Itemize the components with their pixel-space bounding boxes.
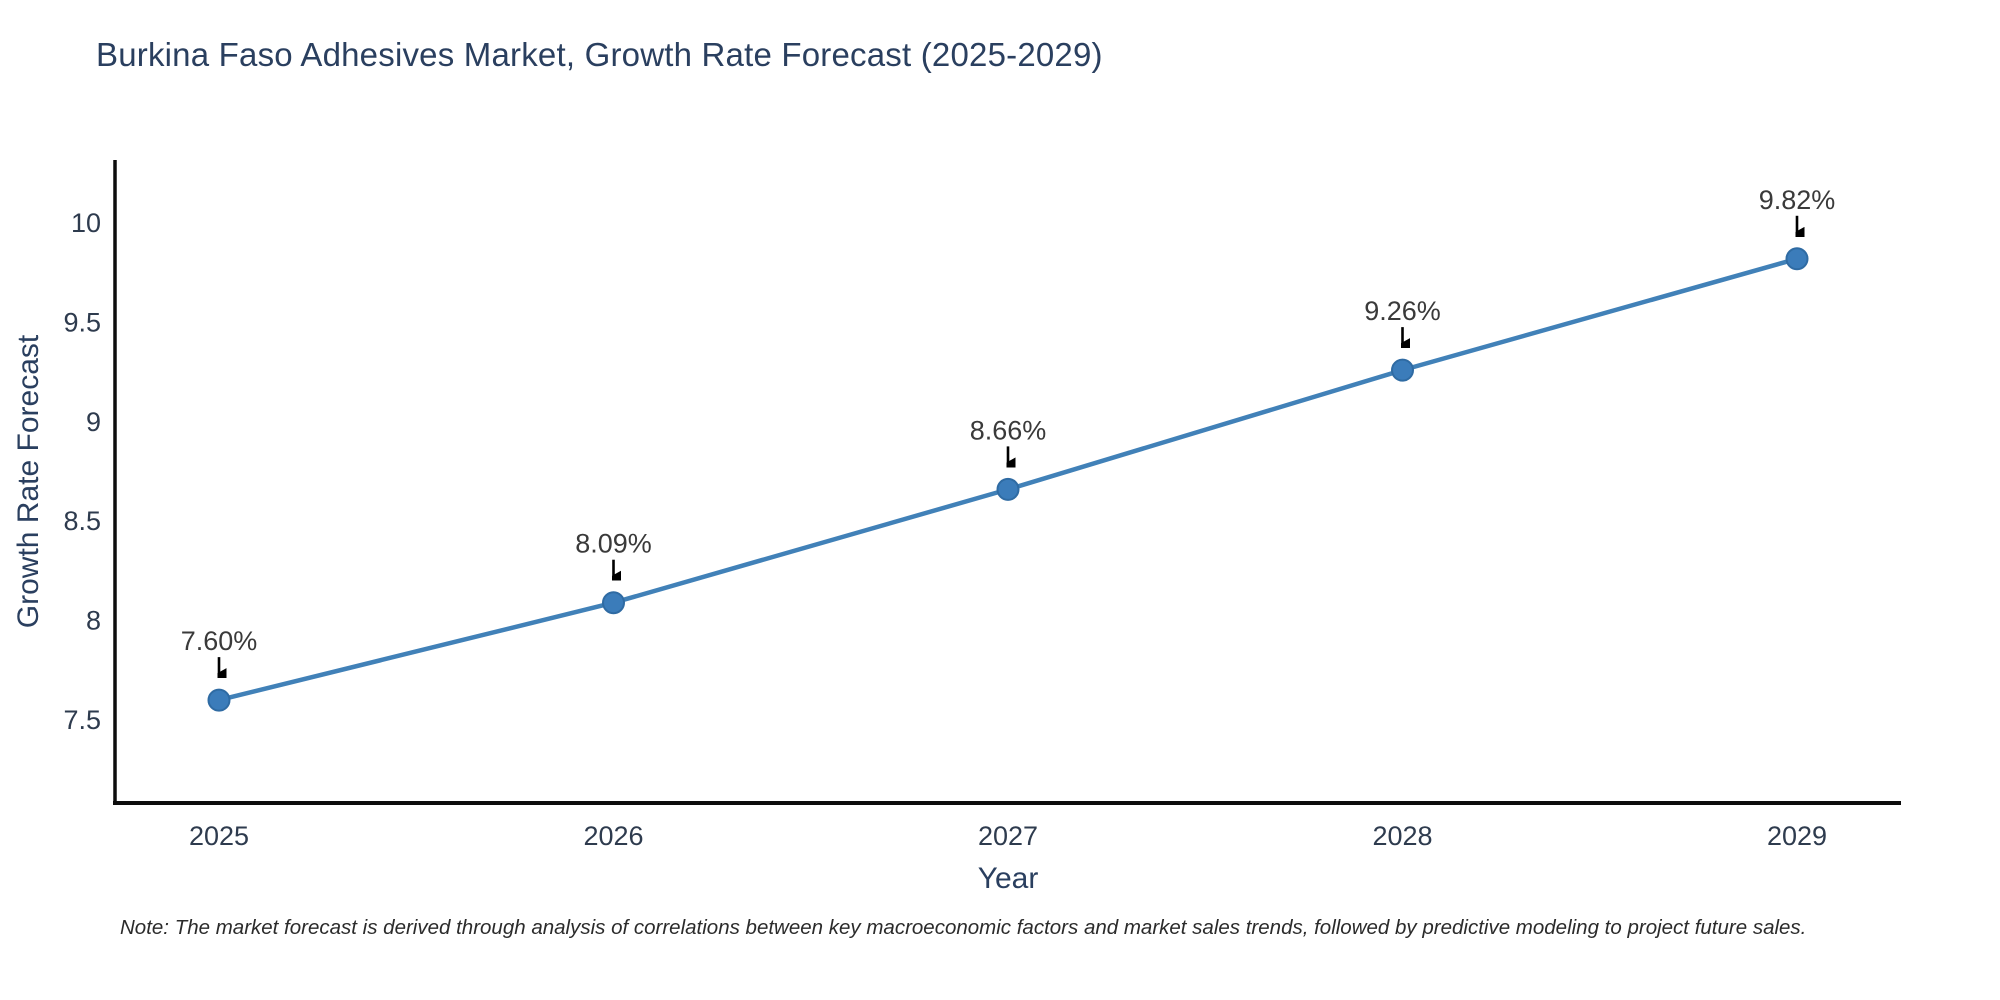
x-tick-label: 2026 bbox=[583, 821, 643, 851]
x-axis-title: Year bbox=[978, 862, 1039, 895]
y-tick-label: 8.5 bbox=[63, 506, 101, 536]
data-point-label: 9.82% bbox=[1759, 185, 1836, 215]
y-axis-title: Growth Rate Forecast bbox=[12, 334, 45, 628]
data-point-marker bbox=[996, 477, 1020, 501]
data-point-marker bbox=[1391, 358, 1414, 382]
x-tick-label: 2027 bbox=[978, 821, 1038, 851]
data-point-label: 8.66% bbox=[970, 415, 1047, 445]
chart-footnote: Note: The market forecast is derived thr… bbox=[120, 916, 1807, 939]
data-point-label: 7.60% bbox=[181, 626, 258, 656]
data-point-marker bbox=[207, 688, 231, 712]
data-point-marker bbox=[602, 591, 625, 615]
data-point-marker bbox=[1785, 247, 1809, 271]
data-point-label: 8.09% bbox=[575, 529, 652, 559]
y-tick-label: 10 bbox=[71, 208, 101, 238]
y-tick-label: 7.5 bbox=[63, 705, 101, 735]
x-tick-label: 2028 bbox=[1372, 821, 1432, 851]
x-tick-label: 2029 bbox=[1767, 821, 1827, 851]
y-tick-label: 9.5 bbox=[63, 307, 101, 337]
chart-title: Burkina Faso Adhesives Market, Growth Ra… bbox=[96, 36, 1103, 73]
x-tick-label: 2025 bbox=[189, 821, 249, 851]
y-tick-label: 8 bbox=[86, 606, 101, 636]
y-tick-label: 9 bbox=[86, 407, 101, 437]
data-point-label: 9.26% bbox=[1364, 296, 1441, 326]
